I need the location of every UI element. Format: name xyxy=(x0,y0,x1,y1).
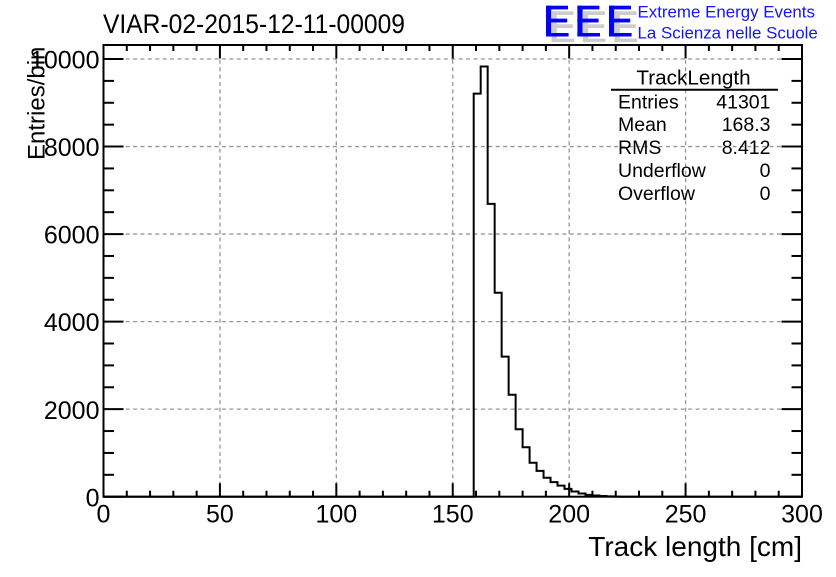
svg-text:0: 0 xyxy=(97,501,111,529)
svg-text:8000: 8000 xyxy=(44,134,100,162)
svg-text:La Scienza nelle Scuole: La Scienza nelle Scuole xyxy=(638,24,818,43)
svg-text:4000: 4000 xyxy=(44,309,100,337)
svg-text:2000: 2000 xyxy=(44,397,100,425)
svg-text:100: 100 xyxy=(315,501,357,529)
svg-text:Underflow: Underflow xyxy=(618,160,707,182)
svg-text:TrackLength: TrackLength xyxy=(636,66,750,89)
svg-text:VIAR-02-2015-12-11-00009: VIAR-02-2015-12-11-00009 xyxy=(103,9,405,39)
svg-text:Extreme Energy Events: Extreme Energy Events xyxy=(638,2,815,21)
svg-text:41301: 41301 xyxy=(716,91,770,113)
svg-text:200: 200 xyxy=(548,501,590,529)
svg-text:168.3: 168.3 xyxy=(722,114,771,136)
svg-text:250: 250 xyxy=(665,501,707,529)
svg-text:Overflow: Overflow xyxy=(618,183,696,205)
svg-text:0: 0 xyxy=(760,160,771,182)
svg-text:Entries: Entries xyxy=(618,91,679,113)
svg-text:0: 0 xyxy=(86,484,100,512)
svg-text:Entries/bin: Entries/bin xyxy=(24,47,51,160)
svg-text:0: 0 xyxy=(760,183,771,205)
svg-text:150: 150 xyxy=(432,501,474,529)
svg-text:RMS: RMS xyxy=(618,137,661,159)
svg-text:300: 300 xyxy=(781,501,823,529)
svg-text:Mean: Mean xyxy=(618,114,667,136)
svg-text:6000: 6000 xyxy=(44,222,100,250)
svg-text:Track length [cm]: Track length [cm] xyxy=(588,531,802,562)
svg-text:50: 50 xyxy=(206,501,234,529)
svg-text:10000: 10000 xyxy=(30,47,100,75)
svg-text:8.412: 8.412 xyxy=(722,137,771,159)
